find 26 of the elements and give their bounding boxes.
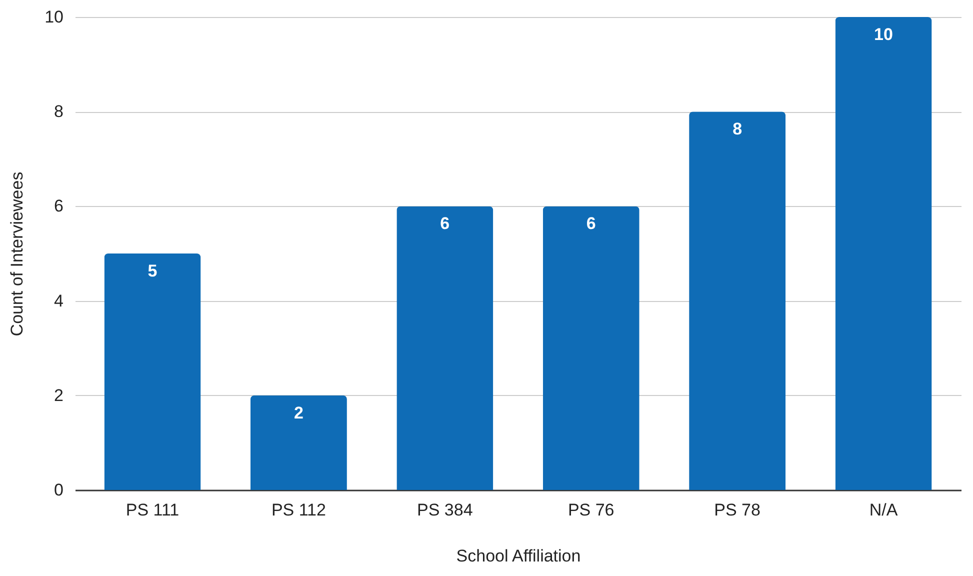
bar <box>689 112 786 490</box>
data-label: 10 <box>874 25 893 44</box>
x-tick-label: PS 111 <box>126 500 180 520</box>
bar <box>835 17 932 490</box>
data-label: 6 <box>586 214 596 234</box>
y-tick-label: 4 <box>54 291 64 310</box>
y-tick-label: 8 <box>54 102 64 122</box>
bar <box>396 206 494 490</box>
y-tick-label: 6 <box>54 196 64 216</box>
x-tick-label: PS 384 <box>417 500 473 520</box>
data-label: 6 <box>440 214 450 234</box>
bar <box>542 206 640 490</box>
x-tick-label: PS 112 <box>271 500 326 520</box>
y-tick-label: 10 <box>44 8 64 26</box>
x-tick-label: PS 76 <box>568 500 614 520</box>
data-label: 5 <box>148 262 158 280</box>
x-tick-label: N/A <box>869 500 898 520</box>
x-tick-label: PS 78 <box>714 500 760 520</box>
y-tick-label: 2 <box>54 386 64 405</box>
x-axis-title: School Affiliation <box>456 546 581 566</box>
y-tick-label: 0 <box>54 480 64 500</box>
bar <box>104 254 201 490</box>
data-label: 8 <box>732 120 742 139</box>
y-axis-title: Count of Interviewees <box>8 172 27 336</box>
data-label: 2 <box>294 403 304 422</box>
bar <box>250 395 347 490</box>
